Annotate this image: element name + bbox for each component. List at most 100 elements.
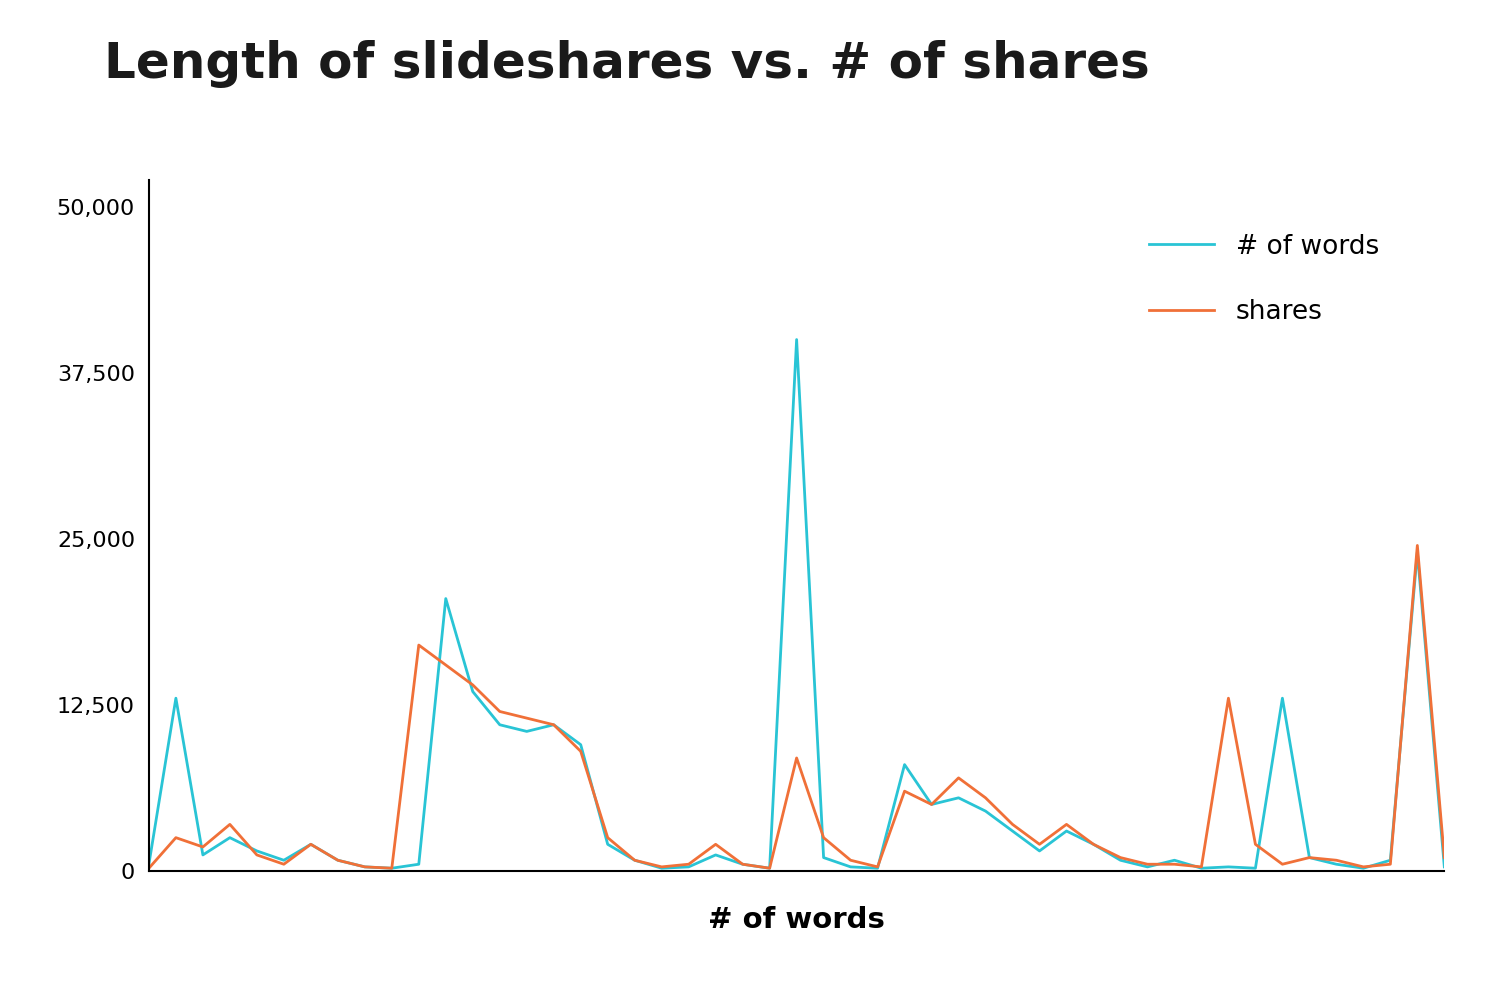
# of words: [652, 862, 670, 874]
# of words: [1409, 547, 1426, 559]
shares: [788, 752, 806, 764]
# of words: [545, 719, 563, 731]
# of words: [1193, 862, 1211, 874]
# of words: [625, 854, 643, 866]
# of words: [1139, 861, 1157, 873]
shares: [977, 792, 995, 804]
# of words: [734, 858, 752, 870]
shares: [1030, 838, 1048, 850]
# of words: [841, 861, 859, 873]
# of words: [1273, 693, 1291, 705]
# of words: [814, 852, 832, 864]
shares: [329, 854, 347, 866]
shares: [572, 746, 590, 758]
shares: [247, 849, 265, 861]
Text: Length of slideshares vs. # of shares: Length of slideshares vs. # of shares: [104, 40, 1150, 88]
shares: [895, 785, 913, 797]
shares: [1355, 861, 1373, 873]
shares: [814, 832, 832, 844]
Line: shares: shares: [149, 546, 1444, 868]
shares: [220, 819, 238, 831]
shares: [1300, 852, 1318, 864]
# of words: [1300, 852, 1318, 864]
shares: [1409, 540, 1426, 552]
shares: [409, 639, 427, 651]
shares: [1328, 854, 1346, 866]
shares: [140, 862, 158, 874]
# of words: [1246, 862, 1264, 874]
# of words: [895, 759, 913, 771]
shares: [545, 719, 563, 731]
# of words: [1111, 854, 1129, 866]
shares: [652, 861, 670, 873]
# of words: [788, 333, 806, 345]
shares: [194, 841, 211, 853]
shares: [1219, 693, 1237, 705]
# of words: [1084, 838, 1102, 850]
# of words: [977, 805, 995, 817]
shares: [167, 832, 185, 844]
shares: [1382, 858, 1400, 870]
# of words: [247, 845, 265, 857]
shares: [625, 854, 643, 866]
# of words: [194, 849, 211, 861]
shares: [868, 861, 886, 873]
# of words: [491, 719, 509, 731]
# of words: [220, 832, 238, 844]
# of words: [1030, 845, 1048, 857]
shares: [302, 838, 320, 850]
shares: [950, 772, 968, 784]
# of words: [356, 861, 374, 873]
# of words: [923, 799, 941, 811]
# of words: [868, 862, 886, 874]
# of words: [1328, 858, 1346, 870]
shares: [923, 799, 941, 811]
# of words: [409, 858, 427, 870]
shares: [1057, 819, 1075, 831]
shares: [1111, 852, 1129, 864]
Line: # of words: # of words: [149, 339, 1444, 868]
# of words: [1355, 862, 1373, 874]
X-axis label: # of words: # of words: [709, 906, 884, 934]
# of words: [599, 838, 616, 850]
shares: [679, 858, 697, 870]
# of words: [329, 854, 347, 866]
shares: [383, 862, 401, 874]
shares: [1004, 819, 1021, 831]
# of words: [140, 858, 158, 870]
shares: [734, 858, 752, 870]
shares: [356, 861, 374, 873]
shares: [491, 706, 509, 718]
shares: [1139, 858, 1157, 870]
# of words: [1057, 825, 1075, 837]
# of words: [275, 854, 293, 866]
# of words: [1004, 825, 1021, 837]
# of words: [1166, 854, 1184, 866]
shares: [761, 862, 779, 874]
# of words: [1219, 861, 1237, 873]
shares: [1435, 852, 1453, 864]
# of words: [950, 792, 968, 804]
shares: [1246, 838, 1264, 850]
shares: [518, 712, 536, 724]
# of words: [518, 726, 536, 738]
# of words: [436, 593, 454, 605]
# of words: [1435, 861, 1453, 873]
# of words: [302, 838, 320, 850]
shares: [1193, 861, 1211, 873]
# of words: [707, 849, 725, 861]
shares: [841, 854, 859, 866]
# of words: [1382, 854, 1400, 866]
# of words: [761, 862, 779, 874]
shares: [1166, 858, 1184, 870]
# of words: [679, 861, 697, 873]
shares: [1273, 858, 1291, 870]
shares: [436, 659, 454, 671]
shares: [1084, 838, 1102, 850]
shares: [599, 832, 616, 844]
shares: [275, 858, 293, 870]
# of words: [167, 693, 185, 705]
# of words: [383, 862, 401, 874]
# of words: [572, 739, 590, 751]
shares: [463, 679, 481, 691]
